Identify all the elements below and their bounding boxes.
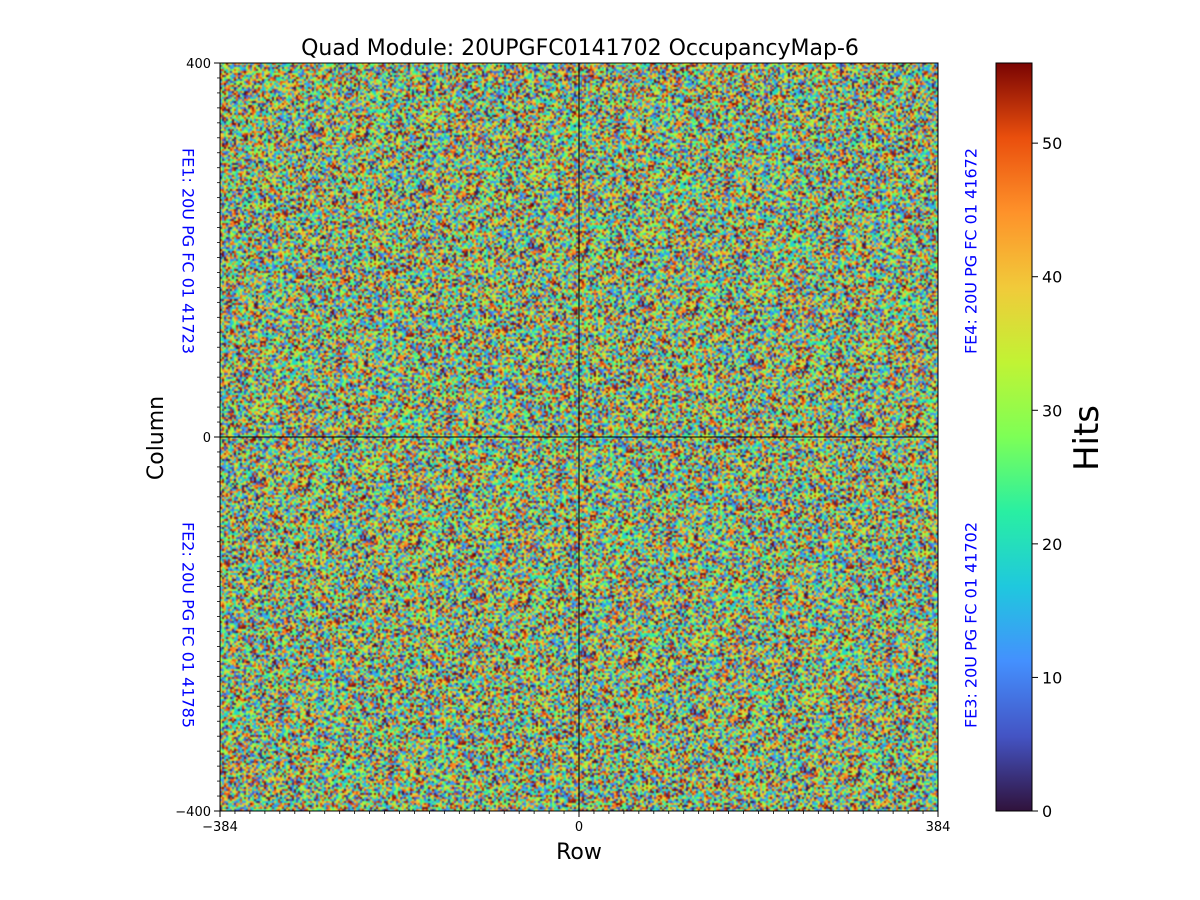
y-axis: −400 0 400 <box>175 57 220 820</box>
annotation-bottom-right: FE3: 20U PG FC 01 41702 <box>962 522 981 728</box>
annotation-top-left: FE1: 20U PG FC 01 41723 <box>179 148 198 354</box>
colorbar-ticks: 0 10 20 30 40 50 <box>1032 134 1062 821</box>
x-axis-label: Row <box>556 840 602 865</box>
colorbar-tick-label: 20 <box>1042 535 1062 554</box>
annotation-bottom-left: FE2: 20U PG FC 01 41785 <box>179 522 198 728</box>
y-axis-label: Column <box>144 396 169 480</box>
y-tick-label: 400 <box>186 57 211 72</box>
colorbar-tick-label: 30 <box>1042 401 1062 420</box>
y-tick-label: −400 <box>175 805 211 820</box>
quadrant-annotations: FE1: 20U PG FC 01 41723 FE2: 20U PG FC 01… <box>179 148 981 728</box>
colorbar <box>995 62 1033 812</box>
chart-title: Quad Module: 20UPGFC0141702 OccupancyMap… <box>301 36 859 61</box>
x-tick-label: −384 <box>202 820 238 835</box>
annotation-top-right: FE4: 20U PG FC 01 41672 <box>962 148 981 354</box>
x-tick-label: 0 <box>575 820 583 835</box>
colorbar-tick-label: 50 <box>1042 134 1062 153</box>
x-tick-label: 384 <box>926 820 951 835</box>
quadrant-dividers <box>220 63 938 811</box>
colorbar-tick-label: 0 <box>1042 802 1052 821</box>
y-tick-label: 0 <box>203 431 211 446</box>
colorbar-tick-label: 40 <box>1042 268 1062 287</box>
x-axis: −384 0 384 <box>202 811 950 835</box>
colorbar-label: Hits <box>1067 405 1107 471</box>
colorbar-tick-label: 10 <box>1042 668 1062 687</box>
